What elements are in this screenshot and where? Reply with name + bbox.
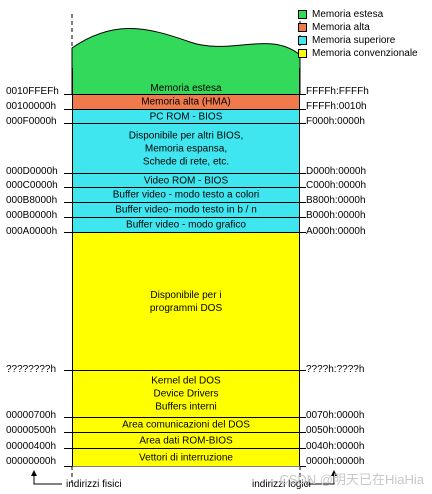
logical-address: B000h:0000h — [306, 210, 366, 221]
legend-label: Memoria estesa — [312, 9, 384, 20]
tick — [300, 232, 306, 233]
watermark: CSDN @明天已在HiaHia — [279, 472, 424, 487]
segment-label: Vettori di interruzione — [139, 452, 233, 463]
logical-address: B800h:0000h — [306, 195, 366, 206]
tick — [300, 370, 306, 371]
segment-other-bios: Disponibile per altri BIOS, Memoria espa… — [72, 123, 300, 173]
tick — [300, 466, 306, 467]
tick — [300, 109, 306, 110]
physical-address: 0010FFEFh — [6, 86, 59, 97]
physical-arrow-head-icon — [31, 470, 37, 476]
tick — [300, 202, 306, 203]
physical-address: 00000500h — [6, 425, 57, 436]
logical-address: FFFFh:FFFFh — [306, 86, 369, 97]
segment-label: Video ROM - BIOS — [143, 175, 229, 186]
tick — [300, 123, 306, 124]
tick — [300, 417, 306, 418]
legend-swatch — [298, 23, 307, 32]
physical-address: ????????h — [6, 364, 57, 375]
tick — [64, 109, 72, 110]
physical-address: 000B8000h — [6, 195, 58, 206]
logical-address: 0000h:0000h — [306, 456, 365, 467]
physical-address: 000A0000h — [6, 226, 58, 237]
tick — [64, 370, 72, 371]
tick — [64, 466, 72, 467]
tick — [64, 448, 72, 449]
segment-extended-memory: Memoria estesa — [72, 68, 300, 94]
legend-item-upper: Memoria superiore — [298, 34, 418, 47]
segment-buffer-mono-text: Buffer video- modo testo in b / n — [72, 202, 300, 217]
segment-label: PC ROM - BIOS — [149, 111, 223, 122]
physical-address: 00000700h — [6, 410, 57, 421]
segment-label: Buffer video - modo grafico — [126, 219, 246, 231]
segment-label: Area dati ROM-BIOS — [139, 435, 233, 446]
logical-address: A000h:0000h — [306, 226, 366, 237]
legend-item-conventional: Memoria convenzionale — [298, 47, 418, 60]
segment-interrupt-vectors: Vettori di interruzione — [72, 448, 300, 466]
segment-label: Memoria estesa — [150, 83, 222, 94]
tick — [64, 217, 72, 218]
legend-label: Memoria superiore — [312, 35, 396, 46]
segment-buffer-color-text: Buffer video - modo testo a colori — [72, 187, 300, 202]
segment-hma: Memoria alta (HMA) — [72, 94, 300, 109]
tick — [64, 94, 72, 95]
tick — [64, 432, 72, 433]
tick — [64, 187, 72, 188]
tick — [300, 217, 306, 218]
logical-address: 0040h:0000h — [306, 441, 365, 452]
logical-addresses-label: indirizzi logici — [252, 479, 311, 490]
physical-address: 000B0000h — [6, 210, 58, 221]
logical-address: ????h:????h — [306, 364, 365, 375]
physical-address: 00100000h — [6, 101, 57, 112]
tick — [64, 202, 72, 203]
physical-address: 000D0000h — [6, 166, 58, 177]
physical-address: 00000000h — [6, 456, 57, 467]
segment-dos-kernel: Kernel del DOS Device Drivers Buffers in… — [72, 370, 300, 417]
legend-label: Memoria convenzionale — [312, 48, 418, 59]
segment-dos-comm-area: Area comunicazioni del DOS — [72, 417, 300, 432]
legend-item-high: Memoria alta — [298, 21, 418, 34]
segment-label: Memoria alta (HMA) — [141, 96, 231, 108]
tick — [64, 173, 72, 174]
segment-label: Kernel del DOS Device Drivers Buffers in… — [151, 375, 221, 413]
segment-label: Buffer video - modo testo a colori — [112, 189, 260, 201]
legend: Memoria estesa Memoria alta Memoria supe… — [298, 8, 418, 60]
segment-pc-rom-bios: PC ROM - BIOS — [72, 109, 300, 123]
logical-address: F000h:0000h — [306, 116, 365, 127]
segment-buffer-graphics: Buffer video - modo grafico — [72, 217, 300, 232]
tick — [300, 94, 306, 95]
logical-address: 0050h:0000h — [306, 425, 365, 436]
segment-rom-bios-data: Area dati ROM-BIOS — [72, 432, 300, 448]
legend-swatch — [298, 49, 307, 58]
logical-address: 0070h:0000h — [306, 410, 365, 421]
logical-address: C000h:0000h — [306, 180, 367, 191]
physical-arrow-icon — [33, 472, 62, 485]
legend-item-extended: Memoria estesa — [298, 8, 418, 21]
logical-address: D000h:0000h — [306, 166, 367, 177]
tick — [300, 187, 306, 188]
logical-address: FFFFh:0010h — [306, 101, 367, 112]
segment-label: Disponibile per altri BIOS, Memoria espa… — [128, 130, 244, 167]
physical-address: 000C0000h — [6, 180, 58, 191]
segment-video-rom-bios: Video ROM - BIOS — [72, 173, 300, 187]
logical-arrow-head-icon — [331, 470, 337, 476]
legend-swatch — [298, 36, 307, 45]
tick — [64, 417, 72, 418]
physical-addresses-label: indirizzi fisici — [66, 479, 122, 490]
segment-label: Buffer video- modo testo in b / n — [115, 204, 257, 216]
tick — [64, 123, 72, 124]
physical-address: 00000400h — [6, 441, 57, 452]
segment-dos-programs: Disponibile per i programmi DOS — [72, 232, 300, 370]
segment-label: Disponibile per i programmi DOS — [149, 289, 223, 314]
tick — [300, 448, 306, 449]
tick — [300, 432, 306, 433]
segment-label: Area comunicazioni del DOS — [122, 419, 250, 431]
legend-swatch — [298, 10, 307, 19]
physical-address: 000F0000h — [6, 116, 57, 127]
legend-label: Memoria alta — [312, 22, 370, 33]
tick — [300, 173, 306, 174]
tick — [64, 232, 72, 233]
